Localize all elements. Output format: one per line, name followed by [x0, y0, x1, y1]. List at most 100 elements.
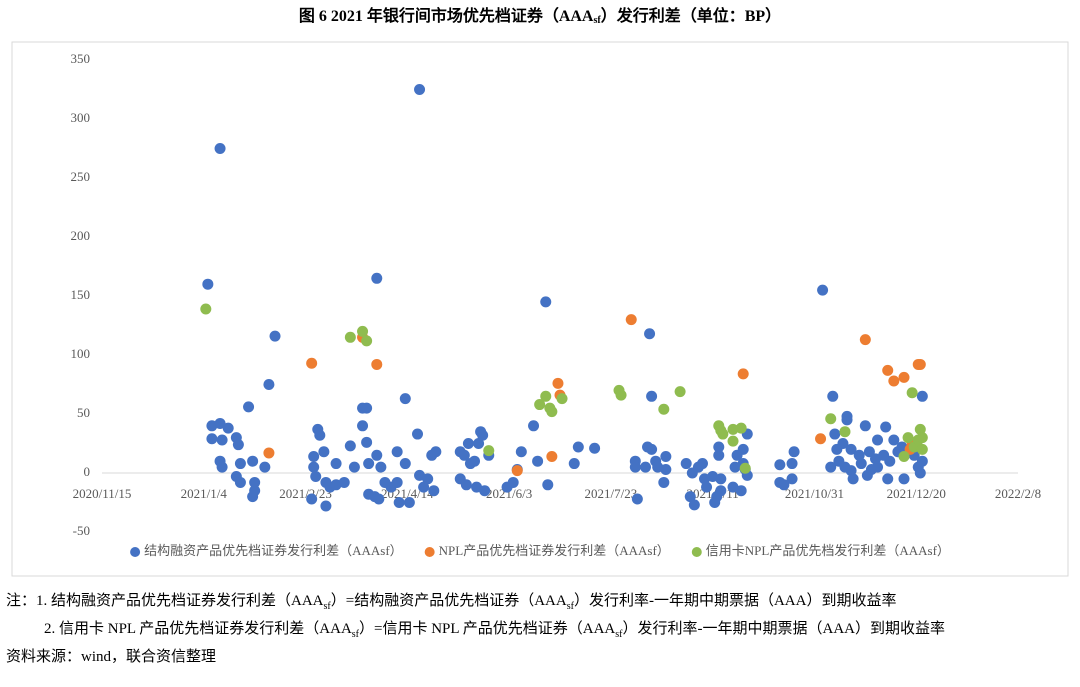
point [556, 393, 568, 405]
point [568, 458, 580, 470]
point [214, 417, 226, 429]
note-text: 1. 结构融资产品优先档证券发行利差（AAA [36, 593, 324, 609]
point [786, 458, 798, 470]
point [914, 358, 926, 370]
point [715, 485, 727, 497]
point [479, 485, 491, 497]
point [825, 413, 837, 425]
note-text: ）发行利率-一年期中期票据（AAA）到期收益率 [573, 593, 897, 609]
point [735, 422, 747, 434]
point [306, 357, 318, 369]
point [841, 410, 853, 422]
point [737, 443, 749, 455]
point [778, 479, 790, 491]
legend-marker [424, 547, 435, 557]
point [216, 461, 228, 473]
point [458, 449, 470, 461]
point [314, 429, 326, 441]
point [859, 420, 871, 432]
point [363, 458, 375, 470]
point [658, 403, 670, 415]
point [914, 423, 926, 435]
point [815, 433, 827, 445]
point [898, 450, 910, 462]
notes: 注：1. 结构融资产品优先档证券发行利差（AAAsf）=结构融资产品优先档证券（… [6, 590, 1076, 669]
point [361, 335, 373, 347]
point [460, 479, 472, 491]
point [880, 421, 892, 433]
point [234, 458, 246, 470]
point [357, 420, 369, 432]
point [308, 461, 320, 473]
point [310, 471, 322, 483]
point [888, 375, 900, 387]
point [906, 387, 918, 399]
point [825, 461, 837, 473]
point [320, 500, 332, 512]
point [774, 459, 786, 471]
point [247, 455, 259, 467]
point [572, 441, 584, 453]
point [243, 401, 255, 413]
point [629, 461, 641, 473]
note: 2. 信用卡 NPL 产品优先档证券发行利差（AAAsf）=信用卡 NPL 产品… [6, 618, 1076, 646]
point [393, 497, 405, 508]
x-tick-label: 2021/1/4 [181, 486, 228, 501]
point [373, 493, 385, 505]
point [375, 461, 387, 473]
y-tick-label: 350 [71, 51, 91, 66]
point [660, 463, 672, 475]
notes-body: 注：1. 结构融资产品优先档证券发行利差（AAAsf）=结构融资产品优先档证券（… [6, 590, 1076, 646]
point [855, 458, 867, 470]
point [308, 450, 320, 462]
point [853, 449, 865, 461]
point [428, 485, 440, 497]
point [338, 476, 350, 488]
point [391, 446, 403, 458]
point [644, 328, 656, 340]
point [674, 386, 686, 398]
y-tick-label: 0 [84, 464, 91, 479]
point [222, 422, 234, 434]
point [234, 476, 246, 488]
point [546, 406, 558, 418]
point [684, 491, 696, 503]
point [786, 473, 798, 485]
point [845, 465, 857, 477]
chart-title: 图 6 2021 年银行间市场优先档证券（AAAsf）发行利差（单位：BP） [299, 6, 781, 27]
point [916, 443, 928, 455]
legend-label: NPL产品优先档证券发行利差（AAAsf） [439, 543, 670, 558]
point [391, 476, 403, 488]
point [306, 493, 318, 505]
point [344, 440, 356, 452]
point [829, 428, 841, 440]
point [847, 473, 859, 485]
y-tick-label: 50 [77, 405, 90, 420]
point [845, 443, 857, 455]
point [263, 379, 275, 390]
point [882, 473, 894, 485]
y-tick-label: 200 [71, 228, 91, 243]
point [542, 479, 554, 491]
y-tick-label: 250 [71, 169, 91, 184]
point [330, 458, 342, 470]
point [371, 272, 383, 284]
point [200, 303, 212, 315]
point [660, 450, 672, 462]
point [727, 435, 739, 447]
point [646, 443, 658, 455]
point [898, 473, 910, 485]
point [361, 436, 373, 448]
point [269, 330, 281, 342]
source: 资料来源：wind，联合资信整理 [6, 649, 217, 665]
x-tick-label: 2021/10/31 [785, 486, 844, 501]
legend: 结构融资产品优先档证券发行利差（AAAsf） NPL产品优先档证券发行利差（AAA… [130, 543, 950, 558]
point [859, 334, 871, 346]
point [422, 473, 434, 485]
point [902, 432, 914, 444]
point [511, 465, 523, 477]
point [214, 143, 226, 154]
point [507, 476, 519, 488]
point [739, 462, 751, 474]
